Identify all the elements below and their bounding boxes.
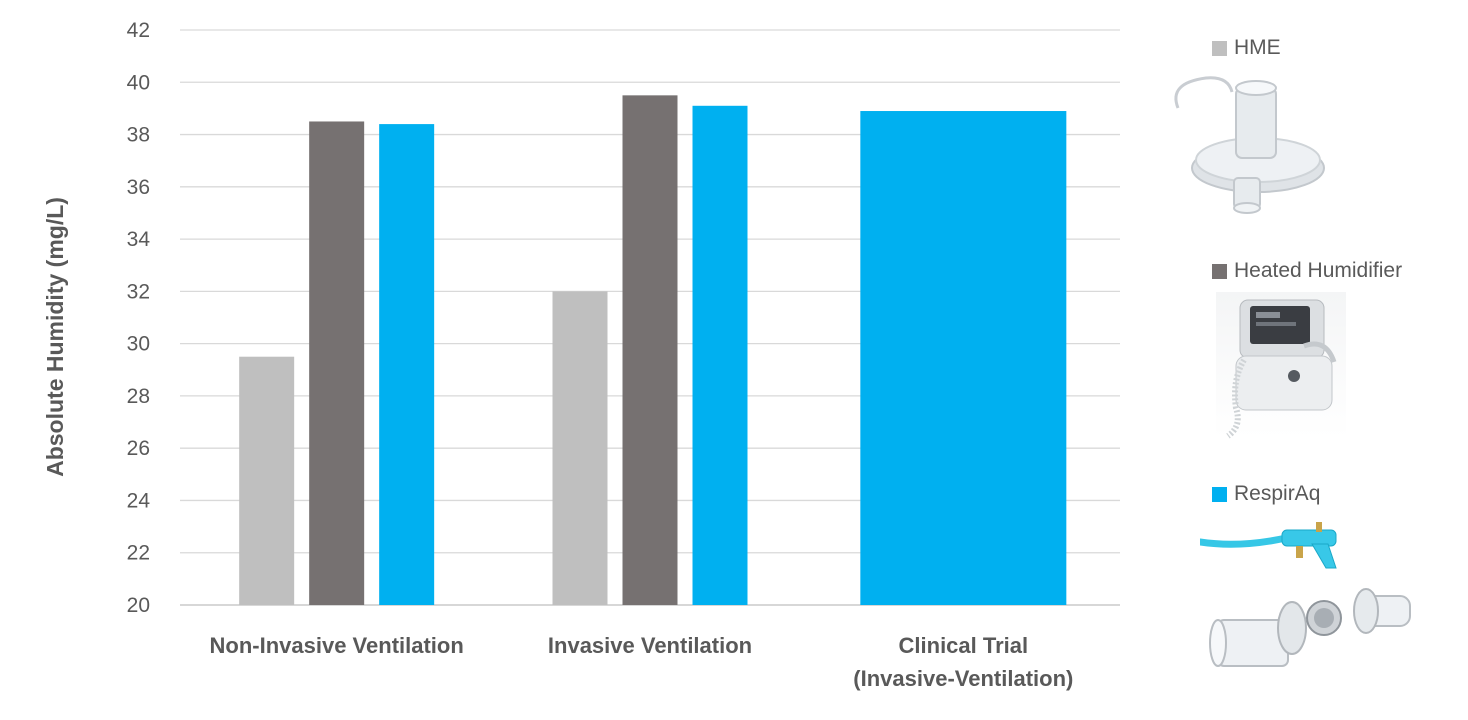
bar-heated-humidifier: [623, 95, 678, 605]
category-label: Non-Invasive Ventilation: [210, 633, 464, 658]
heated-humidifier-image: [1206, 290, 1356, 440]
y-tick-label: 28: [127, 385, 150, 408]
category-label: Clinical Trial: [899, 633, 1029, 658]
y-tick-label: 38: [127, 124, 150, 147]
legend-label-heated-humidifier: Heated Humidifier: [1234, 259, 1402, 283]
hme-filter-image: [1166, 68, 1326, 218]
bar-respiraq: [860, 111, 1066, 605]
y-tick-label: 22: [127, 542, 150, 565]
category-label: Invasive Ventilation: [548, 633, 752, 658]
y-tick-label: 24: [127, 489, 151, 512]
bar-respiraq: [379, 124, 434, 605]
y-tick-label: 42: [127, 19, 150, 42]
y-tick-label: 32: [127, 280, 150, 303]
legend-label-respiraq: RespirAq: [1234, 482, 1320, 506]
y-tick-label: 40: [127, 71, 150, 94]
y-tick-label: 26: [127, 437, 150, 460]
bar-hme: [239, 357, 294, 605]
bars: [239, 95, 1066, 605]
legend-item-heated-humidifier: Heated Humidifier: [1212, 259, 1402, 283]
y-axis-label: Absolute Humidity (mg/L): [42, 197, 68, 477]
y-tick-label: 20: [127, 594, 150, 617]
legend-swatch-heated-humidifier: [1212, 264, 1227, 279]
bar-respiraq: [693, 106, 748, 605]
respiraq-device-image: [1200, 510, 1430, 680]
y-tick-label: 34: [127, 228, 151, 251]
legend-swatch-respiraq: [1212, 487, 1227, 502]
y-tick-label: 30: [127, 333, 150, 356]
legend-swatch-hme: [1212, 41, 1227, 56]
legend-item-respiraq: RespirAq: [1212, 482, 1320, 506]
bar-hme: [553, 291, 608, 605]
bar-heated-humidifier: [309, 121, 364, 605]
category-label: (Invasive-Ventilation): [853, 666, 1073, 691]
y-axis-ticks: 20 22 24 26 28 30 32 34 36 38 40 42: [127, 19, 151, 617]
x-axis-categories: Non-Invasive Ventilation Invasive Ventila…: [210, 633, 1074, 691]
legend-label-hme: HME: [1234, 36, 1281, 60]
legend-item-hme: HME: [1212, 36, 1281, 60]
y-tick-label: 36: [127, 176, 150, 199]
